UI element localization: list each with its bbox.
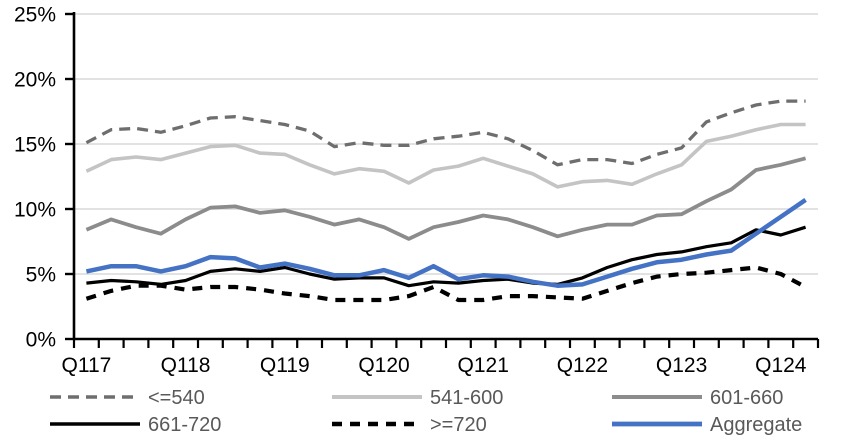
legend-label: 661-720 bbox=[148, 414, 221, 436]
x-tick-label: Q122 bbox=[557, 354, 608, 377]
y-tick-label: 10% bbox=[14, 199, 56, 222]
legend-label: <=540 bbox=[148, 387, 205, 409]
legend-label: 601-660 bbox=[710, 387, 783, 409]
y-tick-label: 20% bbox=[14, 69, 56, 92]
x-tick-label: Q118 bbox=[161, 354, 211, 377]
legend-label: >=720 bbox=[430, 414, 487, 436]
x-tick-label: Q121 bbox=[458, 354, 509, 377]
series-line--720 bbox=[85, 265, 807, 303]
y-tick-label: 15% bbox=[14, 134, 56, 157]
series-line-aggregate bbox=[85, 198, 807, 288]
series-line-601-660 bbox=[85, 156, 807, 241]
y-tick-label: 0% bbox=[26, 329, 56, 352]
x-tick-label: Q123 bbox=[656, 354, 707, 377]
legend-label: Aggregate bbox=[710, 414, 802, 436]
x-tick-label: Q120 bbox=[358, 354, 409, 377]
legend-label: 541-600 bbox=[430, 387, 503, 409]
series-line--540 bbox=[85, 99, 806, 167]
series-line-661-720 bbox=[86, 225, 807, 288]
x-tick-label: Q119 bbox=[260, 354, 310, 377]
x-tick-label: Q124 bbox=[755, 354, 807, 377]
y-tick-label: 25% bbox=[14, 4, 56, 27]
x-tick-label: Q117 bbox=[61, 354, 111, 377]
y-tick-label: 5% bbox=[26, 264, 56, 287]
series-line-541-600 bbox=[85, 122, 806, 189]
